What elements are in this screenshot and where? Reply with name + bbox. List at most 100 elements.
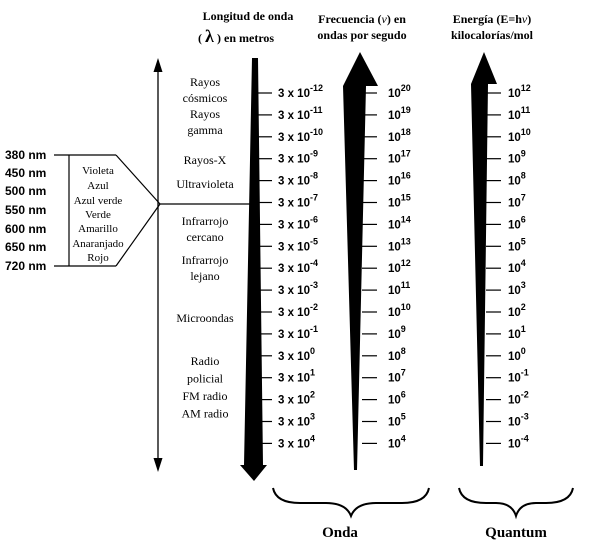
energy-header-part2: ) [527, 12, 531, 26]
quantum-brace [458, 487, 574, 520]
nm-label: 500 nm [5, 184, 46, 198]
frequency-arrow [343, 52, 378, 470]
scale-base: 10 [388, 263, 401, 275]
scale-exponent: -12 [310, 83, 323, 93]
visible-bracket [54, 154, 250, 267]
scale-exponent: 6 [521, 214, 526, 224]
wave-brace [272, 487, 430, 519]
scale-exponent: 5 [521, 236, 526, 246]
scale-label: 109 [508, 149, 526, 166]
scale-exponent: 4 [310, 433, 315, 443]
scale-label: 1010 [388, 302, 411, 319]
scale-exponent: -1 [521, 368, 529, 378]
energy-header-line2: kilocalorías/mol [451, 28, 534, 42]
scale-label: 3 x 10-7 [278, 193, 318, 210]
scale-exponent: 13 [401, 236, 411, 246]
scale-base: 10 [388, 329, 401, 341]
scale-label: 3 x 10-6 [278, 214, 318, 231]
scale-base: 3 x 10 [278, 373, 310, 385]
scale-base: 3 x 10 [278, 438, 310, 450]
scale-exponent: 2 [521, 302, 526, 312]
scale-base: 3 x 10 [278, 132, 310, 144]
scale-base: 10 [508, 438, 521, 450]
scale-base: 3 x 10 [278, 198, 310, 210]
arrow-down-head [153, 458, 163, 472]
scale-label: 1019 [388, 105, 411, 122]
scale-label: 3 x 10-3 [278, 280, 318, 297]
scale-base: 3 x 10 [278, 88, 310, 100]
scale-exponent: 12 [521, 83, 531, 93]
scale-exponent: -4 [521, 433, 529, 443]
scale-exponent: 6 [401, 390, 406, 400]
scale-exponent: -11 [310, 105, 323, 115]
scale-label: 106 [388, 390, 406, 407]
scale-exponent: -8 [310, 171, 318, 181]
region-label: Rayos [190, 75, 220, 89]
scale-exponent: -5 [310, 236, 318, 246]
energy-scale: 1012101110101091081071061051041031021011… [486, 83, 531, 450]
scale-label: 1016 [388, 171, 411, 188]
scale-label: 1011 [388, 280, 410, 297]
scale-exponent: 11 [521, 105, 531, 115]
scale-label: 108 [508, 171, 526, 188]
color-label: Amarillo [78, 223, 118, 235]
frequency-header-part2: ) en [387, 12, 406, 26]
scale-exponent: 18 [401, 127, 411, 137]
scale-label: 3 x 10-12 [278, 83, 323, 100]
scale-base: 3 x 10 [278, 241, 310, 253]
scale-exponent: 9 [401, 324, 406, 334]
energy-symbol: v [522, 12, 528, 26]
scale-label: 1011 [508, 105, 530, 122]
scale-base: 10 [388, 176, 401, 188]
scale-base: 10 [388, 219, 401, 231]
scale-label: 3 x 10-4 [278, 258, 318, 275]
color-label: Rojo [87, 252, 109, 264]
nm-label: 600 nm [5, 222, 46, 236]
scale-exponent: 12 [401, 258, 411, 268]
scale-label: 3 x 102 [278, 390, 315, 407]
region-label: Rayos-X [184, 153, 227, 167]
scale-base: 3 x 10 [278, 219, 310, 231]
region-label: FM radio [183, 389, 228, 403]
scale-base: 10 [508, 88, 521, 100]
region-label: gamma [187, 123, 223, 137]
wavelength-header-line2: ) en metros [217, 31, 274, 45]
scale-base: 10 [388, 154, 401, 166]
scale-base: 3 x 10 [278, 263, 310, 275]
region-labels: Rayos cósmicos Rayos gamma Rayos-X Ultraviole… [176, 75, 234, 421]
scale-label: 1010 [508, 127, 531, 144]
scale-label: 1013 [388, 236, 411, 253]
quantum-label: Quantum [485, 525, 547, 541]
energy-header-line1: Energía (E=hv) [453, 12, 532, 26]
scale-exponent: 19 [401, 105, 411, 115]
scale-label: 3 x 104 [278, 433, 315, 450]
scale-label: 1014 [388, 214, 411, 231]
nm-label: 720 nm [5, 259, 46, 273]
region-label: Rayos [190, 107, 220, 121]
scale-exponent: 7 [521, 193, 526, 203]
scale-label: 103 [508, 280, 526, 297]
scale-exponent: 14 [401, 214, 411, 224]
scale-label: 1012 [388, 258, 411, 275]
visible-color-labels: Violeta Azul Azul verde Verde Amarillo Anaran… [72, 165, 124, 264]
scale-base: 10 [508, 263, 521, 275]
scale-exponent: 7 [401, 368, 406, 378]
scale-label: 1015 [388, 193, 411, 210]
region-label: Ultravioleta [176, 177, 234, 191]
region-label: Infrarrojo [182, 214, 229, 228]
scale-base: 3 x 10 [278, 154, 310, 166]
scale-exponent: -4 [310, 258, 318, 268]
color-label: Anaranjado [72, 238, 124, 250]
scale-base: 3 x 10 [278, 285, 310, 297]
scale-label: 3 x 100 [278, 346, 315, 363]
scale-exponent: 17 [401, 149, 411, 159]
scale-base: 3 x 10 [278, 417, 310, 429]
lambda-symbol: λ [205, 26, 214, 46]
scale-base: 3 x 10 [278, 307, 310, 319]
scale-label: 1017 [388, 149, 411, 166]
color-label: Violeta [82, 165, 114, 177]
region-label: cósmicos [183, 91, 228, 105]
scale-label: 104 [388, 433, 406, 450]
scale-base: 3 x 10 [278, 176, 310, 188]
